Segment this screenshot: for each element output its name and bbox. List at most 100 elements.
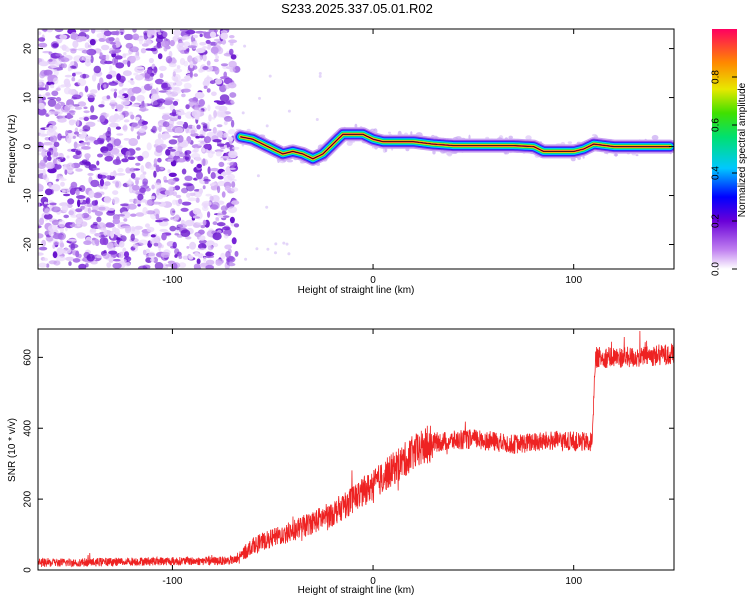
noise-blob <box>46 29 53 33</box>
noise-blob <box>106 95 111 100</box>
noise-blob <box>118 82 124 87</box>
noise-blob <box>136 135 141 140</box>
noise-blob <box>140 165 145 173</box>
noise-blob <box>132 184 140 191</box>
noise-blob <box>118 251 124 259</box>
noise-blob <box>186 192 191 198</box>
noise-blob <box>177 146 183 153</box>
noise-blob <box>116 73 121 81</box>
noise-blob <box>187 55 193 63</box>
noise-blob <box>88 136 97 141</box>
noise-blob <box>55 97 62 102</box>
noise-blob <box>220 252 226 260</box>
noise-blob <box>86 93 96 98</box>
noise-blob <box>141 100 145 107</box>
noise-blob <box>132 33 140 41</box>
noise-blob <box>207 166 211 175</box>
noise-blob <box>160 167 164 170</box>
noise-blob <box>384 147 388 153</box>
noise-blob <box>38 252 44 256</box>
noise-blob <box>192 34 199 39</box>
noise-blob <box>216 109 225 117</box>
noise-blob <box>161 135 168 141</box>
noise-blob <box>182 182 193 187</box>
colorbar-label: Normalized spectral amplitude <box>737 82 748 217</box>
noise-blob <box>152 99 163 108</box>
noise-blob <box>115 126 121 130</box>
noise-blob <box>203 143 211 150</box>
noise-blob <box>70 181 78 189</box>
noise-blob <box>47 97 57 100</box>
noise-blob <box>188 255 194 260</box>
noise-blob <box>87 203 93 208</box>
noise-blob <box>121 88 130 91</box>
noise-blob <box>80 142 89 145</box>
noise-blob <box>66 162 75 171</box>
x-tick-label: -100 <box>162 275 182 286</box>
noise-blob <box>38 246 48 251</box>
noise-blob <box>223 215 230 218</box>
noise-blob <box>188 124 194 129</box>
noise-blob <box>180 229 191 237</box>
noise-blob <box>582 155 585 159</box>
noise-blob <box>123 138 130 141</box>
noise-blob <box>158 32 162 35</box>
noise-blob <box>77 148 83 152</box>
noise-blob <box>115 181 120 188</box>
noise-blob <box>228 255 234 261</box>
noise-blob <box>85 121 96 128</box>
noise-blob <box>51 90 59 97</box>
noise-blob <box>93 65 102 74</box>
noise-blob <box>108 115 117 123</box>
noise-blob <box>49 61 59 69</box>
noise-blob <box>167 158 174 162</box>
noise-blob <box>42 168 46 176</box>
colorbar: 0.0 0.2 0.4 0.6 0.8 Normalized spectral ampl… <box>711 29 748 276</box>
noise-blob <box>256 174 260 178</box>
noise-blob <box>205 39 211 44</box>
snr-frame <box>37 328 675 571</box>
noise-blob <box>66 112 72 120</box>
noise-blob <box>101 44 110 51</box>
noise-blob <box>38 162 47 169</box>
noise-blob <box>171 218 179 221</box>
noise-blob <box>161 114 170 121</box>
noise-blob <box>197 143 204 146</box>
noise-blob <box>209 31 217 38</box>
colorbar-tick-label: 0.8 <box>711 70 722 84</box>
noise-blob <box>177 223 188 229</box>
noise-blob <box>82 128 88 132</box>
noise-blob <box>38 152 42 156</box>
noise-blob <box>104 155 113 162</box>
noise-blob <box>105 130 112 138</box>
noise-blob <box>181 93 186 98</box>
x-tick-label: -100 <box>162 576 182 587</box>
noise-blob <box>229 161 237 167</box>
noise-blob <box>74 131 79 135</box>
noise-blob <box>65 134 72 143</box>
noise-blob <box>227 82 237 89</box>
noise-blob <box>151 201 162 205</box>
noise-blob <box>167 178 176 185</box>
noise-blob <box>43 69 53 76</box>
noise-blob <box>567 141 573 145</box>
noise-blob <box>111 57 116 66</box>
noise-blob <box>115 37 120 43</box>
noise-blob <box>201 122 206 125</box>
noise-blob <box>59 57 70 63</box>
noise-blob <box>432 150 436 155</box>
noise-blob <box>525 135 532 140</box>
noise-blob <box>68 243 79 249</box>
noise-blob <box>38 31 42 36</box>
noise-blob <box>52 163 62 170</box>
noise-blob <box>173 76 179 82</box>
noise-blob <box>53 151 59 157</box>
noise-blob <box>50 111 61 115</box>
noise-blob <box>48 59 53 62</box>
noise-blob <box>130 233 135 242</box>
noise-blob <box>202 185 206 190</box>
noise-blob <box>145 257 153 264</box>
noise-blob <box>87 44 92 48</box>
noise-blob <box>196 163 202 169</box>
noise-blob <box>103 196 112 204</box>
